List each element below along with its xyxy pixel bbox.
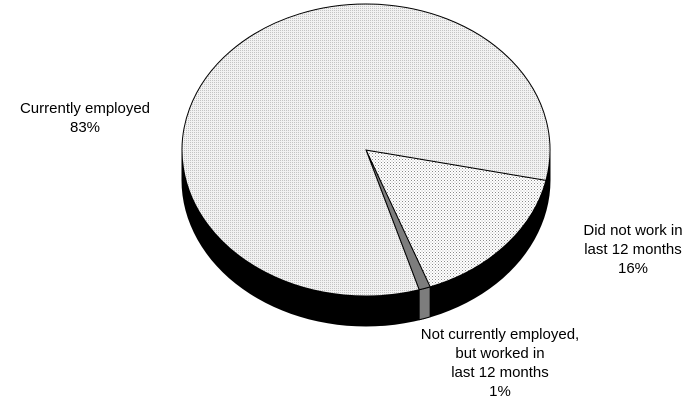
slice-label-did-not-work: Did not work in last 12 months 16% [568,221,698,278]
slice-label-not-currently-employed: Not currently employed, but worked in la… [405,325,595,401]
pie-slice-2 [181,3,551,297]
slice-label-currently-employed: Currently employed 83% [5,99,165,137]
slice-label-line: but worked in [455,345,545,362]
slice-label-line: Currently employed [19,100,151,117]
slice-label-line: Not currently employed, [420,326,580,343]
pie-slice-0 [365,149,547,288]
slice-value-label: 83% [69,119,101,136]
slice-label-line: last 12 months [584,241,682,258]
slice-value-label: 16% [617,260,649,277]
pie-slices [181,3,551,297]
slice-label-line: Did not work in [583,222,683,239]
pie-slice-1-side [418,286,431,321]
slice-label-line: last 12 months [451,364,549,381]
slice-value-label: 1% [489,383,511,400]
